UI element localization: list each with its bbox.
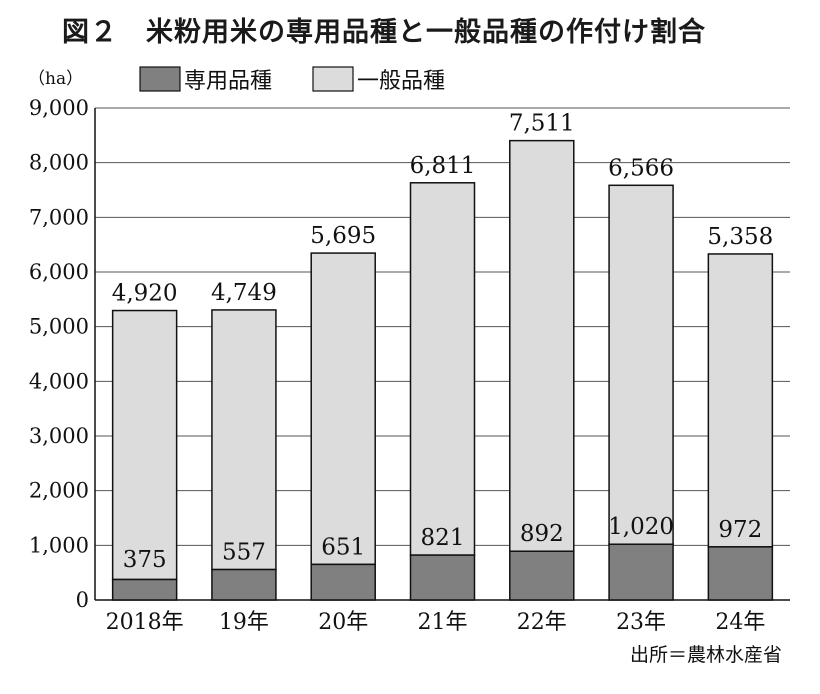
data-label-dedicated: 1,020 [608,514,674,540]
y-tick-label: 6,000 [29,260,89,284]
data-label-dedicated: 892 [520,521,564,547]
bar-general [409,182,476,556]
x-tick-label: 19年 [219,610,269,635]
data-label-dedicated: 375 [123,547,167,573]
legend-label: 専用品種 [184,69,272,94]
chart-title: 図２ 米粉用米の専用品種と一般品種の作付け割合 [62,17,706,48]
y-tick-label: 1,000 [29,533,89,557]
y-tick-label: 0 [76,588,89,612]
y-tick-label: 4,000 [29,369,89,393]
y-unit-label: （ha） [28,69,83,89]
y-tick-label: 5,000 [29,315,89,339]
bar-dedicated [111,578,178,601]
data-label-general: 4,920 [112,281,178,307]
bar-dedicated [608,543,674,601]
bar-general [111,309,178,581]
data-label-dedicated: 821 [421,525,465,551]
data-label-general: 6,566 [608,155,674,181]
x-tick-label: 22年 [517,610,567,635]
legend-swatch [312,66,354,92]
bar-general [707,253,774,548]
bar-general [608,184,674,545]
bar-dedicated [409,554,476,601]
x-tick-label: 23年 [616,610,666,635]
bar-dedicated [509,550,575,601]
source-note: 出所＝農林水産省 [629,644,782,666]
bar-general [211,309,277,571]
x-tick-label: 2018年 [106,610,184,635]
y-tick-label: 2,000 [29,479,89,503]
y-tick-label: 3,000 [29,424,89,448]
data-label-general: 5,358 [707,224,773,250]
y-tick-label: 8,000 [29,151,89,175]
data-label-general: 7,511 [509,111,575,137]
bar-dedicated [707,546,774,601]
bar-dedicated [211,568,277,601]
x-tick-label: 24年 [715,610,765,635]
y-tick-label: 7,000 [29,205,89,229]
data-label-dedicated: 972 [718,517,762,543]
bar-dedicated [310,563,376,601]
bar-general [509,139,575,552]
legend-label: 一般品種 [357,69,445,94]
data-label-dedicated: 557 [222,540,266,566]
bar-general [310,252,376,566]
legend-swatch [139,66,181,92]
y-tick-label: 9,000 [29,96,89,120]
x-tick-label: 20年 [318,610,368,635]
data-label-general: 6,811 [410,153,476,179]
data-label-dedicated: 651 [321,534,365,560]
data-label-general: 4,749 [211,280,277,306]
x-tick-label: 21年 [418,610,468,635]
data-label-general: 5,695 [310,223,376,249]
